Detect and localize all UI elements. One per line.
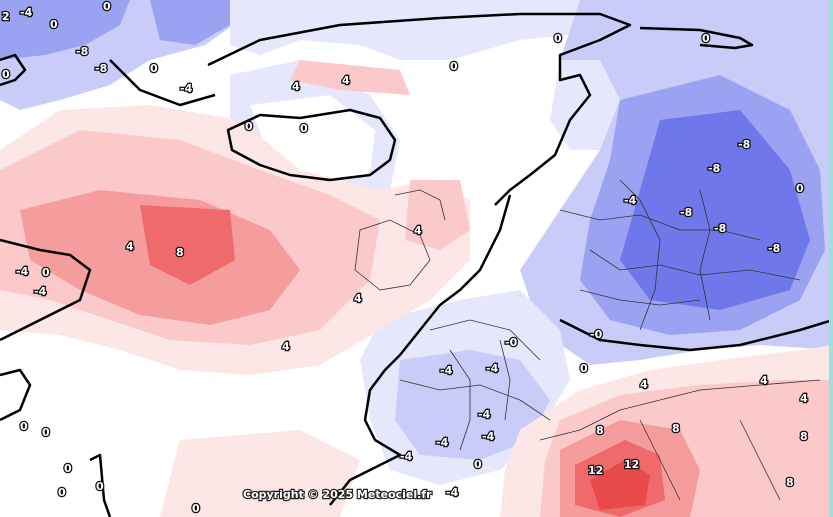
value-label: 12: [624, 458, 639, 471]
value-label: 4: [126, 240, 134, 253]
value-label: -4: [486, 362, 499, 375]
value-label: 0: [580, 362, 588, 375]
value-label: 0: [20, 420, 28, 433]
value-label: -4: [440, 364, 453, 377]
value-label: 4: [640, 378, 648, 391]
value-label: 8: [786, 476, 794, 489]
value-label: -4: [624, 194, 637, 207]
value-label: 0: [103, 0, 111, 13]
value-label: -4: [34, 285, 47, 298]
value-label: 4: [354, 292, 362, 305]
value-label: 0: [300, 122, 308, 135]
map-frame-edge: [829, 0, 833, 517]
value-label: 0: [64, 462, 72, 475]
value-label: 8: [596, 424, 604, 437]
value-label: 4: [760, 374, 768, 387]
value-label: 4: [342, 74, 350, 87]
value-label: -4: [482, 430, 495, 443]
value-label: 12: [588, 464, 603, 477]
value-label: 0: [42, 426, 50, 439]
value-label: -8: [76, 45, 88, 58]
value-labels: 2 0 -4 0 -8 0 -8 0 -4 0 4 4 0 0 0 0 -8 -…: [1, 0, 810, 516]
value-label: -8: [680, 206, 692, 219]
value-label: 8: [176, 246, 184, 259]
value-label: 0: [42, 266, 50, 279]
value-label: 0: [796, 182, 804, 195]
value-label: -8: [738, 138, 750, 151]
value-label: 2: [2, 10, 10, 23]
value-label: -4: [16, 265, 29, 278]
value-label: -8: [714, 222, 726, 235]
value-label: 0: [192, 502, 200, 515]
coastlines: [0, 12, 833, 517]
value-label: 0: [150, 62, 158, 75]
value-label: 0: [450, 60, 458, 73]
value-label: 0: [96, 480, 104, 493]
value-label: 0: [2, 68, 10, 81]
value-label: -4: [436, 436, 449, 449]
country-borders: [354, 179, 821, 501]
value-label: -8: [708, 162, 720, 175]
value-label: -0: [590, 328, 603, 341]
value-label: -8: [768, 242, 780, 255]
warm-anomaly-region-mediterranean: [160, 345, 833, 517]
value-label: 4: [282, 340, 290, 353]
value-label: -4: [400, 450, 413, 463]
value-label: 4: [414, 224, 422, 237]
value-label: 8: [672, 422, 680, 435]
value-label: 4: [800, 392, 808, 405]
value-label: -4: [478, 408, 491, 421]
value-label: 0: [474, 458, 482, 471]
value-label: -4: [446, 486, 459, 499]
copyright-text: Copyright © 2025 Meteociel.fr: [243, 488, 432, 501]
value-label: -0: [505, 336, 518, 349]
value-label: 0: [702, 32, 710, 45]
value-label: 0: [50, 18, 58, 31]
value-label: 0: [58, 486, 66, 499]
value-label: 4: [292, 80, 300, 93]
warm-anomaly-region-atlantic: [0, 60, 470, 375]
value-label: -4: [180, 82, 193, 95]
value-label: -4: [20, 6, 33, 19]
value-label: 0: [245, 120, 253, 133]
value-label: -8: [95, 62, 107, 75]
cold-anomaly-region-northwest: [0, 0, 240, 110]
value-label: 8: [800, 430, 808, 443]
value-label: 0: [554, 32, 562, 45]
